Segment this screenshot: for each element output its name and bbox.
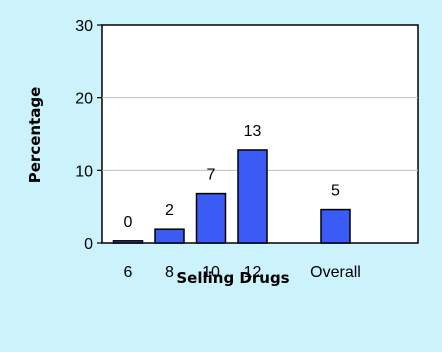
y-tick-label: 20 (75, 91, 93, 108)
x-axis-title: Selling Drugs (176, 269, 289, 287)
bar-overall (320, 208, 351, 244)
bar-10 (195, 192, 227, 244)
y-axis-title: Percentage (26, 87, 44, 184)
data-label-12: 13 (244, 123, 262, 140)
bars (112, 149, 351, 244)
y-tick-label: 0 (84, 236, 93, 253)
bar-12 (237, 149, 268, 244)
data-labels: 0 2 7 13 5 (124, 123, 341, 231)
bar-8 (154, 228, 185, 244)
x-tick-label-8: 8 (165, 264, 174, 281)
x-tick-label-10: 10 (202, 264, 220, 281)
x-tick-label-12: 12 (244, 264, 262, 281)
data-label-10: 7 (207, 167, 216, 184)
data-label-6: 0 (124, 214, 133, 231)
y-tick-label: 30 (75, 18, 93, 35)
y-tick-label: 10 (75, 163, 93, 180)
bar-6 (112, 240, 144, 244)
y-axis-ticks: 0 10 20 30 (75, 18, 102, 253)
x-axis-ticks: 6 8 10 12 Overall (124, 264, 361, 281)
data-label-8: 2 (165, 202, 174, 219)
x-tick-label-overall: Overall (310, 264, 361, 281)
data-label-overall: 5 (331, 183, 340, 200)
x-tick-label-6: 6 (124, 264, 133, 281)
